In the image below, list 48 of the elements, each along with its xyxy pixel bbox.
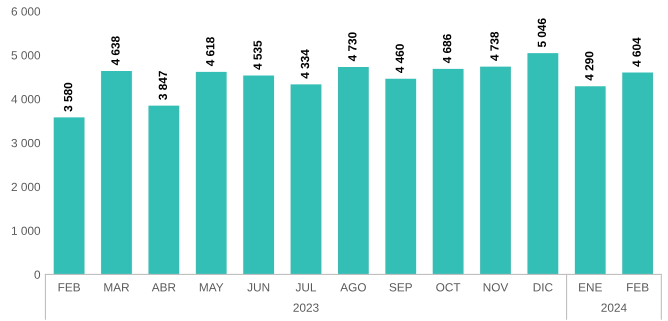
bar [243, 76, 274, 274]
data-label: 5 046 [538, 18, 546, 48]
bar [480, 66, 511, 274]
data-label: 3 847 [158, 71, 168, 100]
data-label: 4 460 [396, 44, 404, 74]
text: 2024 [601, 303, 627, 312]
bar [622, 72, 654, 274]
data-label: 4 738 [490, 32, 499, 61]
x-tick-label: SEP [389, 283, 412, 292]
x-tick-label: ENE [579, 283, 602, 292]
data-label: 4 638 [111, 36, 120, 66]
x-tick-label: MAR [104, 283, 130, 292]
x-tick-label: FEB [627, 283, 648, 292]
x-tick-label: MAY [200, 283, 224, 292]
data-label: 4 535 [253, 40, 262, 70]
x-tick-label: AGO [340, 283, 366, 292]
x-tick-label: JUL [296, 283, 316, 292]
bar [385, 78, 416, 274]
x-tick-label: ABR [152, 283, 176, 292]
bar [290, 84, 322, 274]
y-tick-label: 2 000 [12, 182, 40, 192]
bar [54, 117, 85, 274]
y-tick-label: 4 000 [11, 95, 40, 104]
y-tick-label: 5 000 [11, 51, 40, 60]
x-tick-label: NOV [484, 283, 508, 292]
x-tick-label: JUN [247, 283, 270, 292]
bar [338, 66, 369, 274]
x-tick-label: OCT [436, 283, 460, 292]
bar [196, 72, 227, 274]
y-tick-label: 6 000 [12, 7, 40, 16]
bar [574, 86, 606, 274]
y-tick-label: 0 [34, 270, 40, 279]
y-tick-label: 3 000 [11, 138, 40, 148]
data-label: 4 290 [585, 52, 594, 81]
x-tick-label: DIC [534, 283, 553, 292]
data-label: 4 604 [632, 37, 641, 67]
text: 2023 [293, 303, 319, 312]
data-label: 4 686 [442, 34, 452, 64]
bar [432, 68, 464, 274]
data-label: 4 334 [300, 49, 310, 79]
data-label: 4 730 [348, 32, 357, 62]
data-label: 3 580 [64, 82, 72, 112]
bar [527, 53, 558, 274]
y-tick-label: 1 000 [12, 226, 40, 235]
bar [148, 106, 180, 274]
bar [101, 70, 132, 274]
x-tick-label: FEB [58, 283, 80, 292]
data-label: 4 618 [206, 37, 214, 66]
